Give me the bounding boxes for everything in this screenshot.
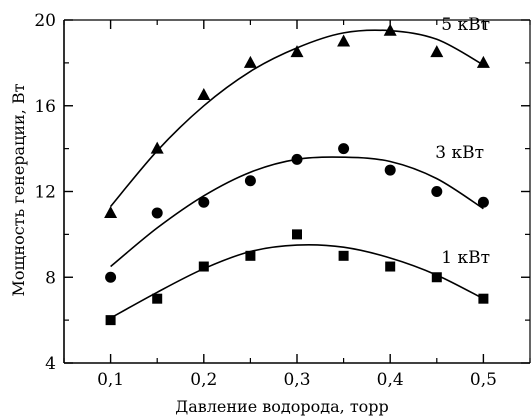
y-tick-label: 4 bbox=[45, 354, 56, 374]
triangle-marker bbox=[104, 205, 118, 218]
y-tick-label: 20 bbox=[34, 11, 56, 31]
data-points bbox=[104, 23, 490, 326]
triangle-marker bbox=[150, 141, 164, 154]
x-tick-label: 0,3 bbox=[283, 370, 310, 390]
y-axis-ticks: 4 8 12 16 20 bbox=[34, 11, 530, 374]
x-axis-ticks: 0,1 0,2 0,3 0,4 0,5 bbox=[63, 20, 531, 390]
series-label: 5 кВт bbox=[441, 15, 490, 35]
square-marker bbox=[245, 250, 256, 261]
circle-marker bbox=[244, 175, 256, 187]
fit-curves bbox=[109, 29, 484, 319]
series-labels: 5 кВт 3 кВт 1 кВт bbox=[435, 15, 490, 268]
circle-marker bbox=[151, 207, 163, 219]
triangle-marker bbox=[337, 34, 351, 47]
triangle-marker bbox=[197, 88, 211, 101]
axes-frame bbox=[63, 19, 531, 364]
x-tick-label: 0,2 bbox=[190, 370, 217, 390]
square-marker bbox=[478, 293, 489, 304]
triangle-marker bbox=[243, 55, 257, 68]
square-marker bbox=[198, 261, 209, 272]
square-marker bbox=[292, 229, 302, 240]
triangle-marker bbox=[290, 45, 304, 58]
triangle-marker bbox=[476, 55, 490, 68]
x-tick-label: 0,5 bbox=[470, 370, 497, 390]
circle-marker bbox=[431, 186, 443, 197]
square-marker bbox=[152, 293, 163, 304]
x-tick-label: 0,1 bbox=[97, 370, 124, 390]
y-tick-label: 8 bbox=[45, 268, 56, 288]
square-marker bbox=[105, 315, 116, 326]
triangle-marker bbox=[430, 45, 444, 58]
series-label: 1 кВт bbox=[441, 248, 490, 268]
circle-marker bbox=[338, 143, 350, 155]
triangle-marker bbox=[383, 23, 397, 36]
square-marker bbox=[338, 250, 349, 261]
square-marker bbox=[385, 261, 396, 272]
fit-curve bbox=[110, 244, 484, 319]
x-axis-label: Давление водорода, торр bbox=[175, 397, 389, 416]
circle-marker bbox=[198, 196, 210, 208]
square-marker bbox=[431, 272, 442, 283]
series-label: 3 кВт bbox=[435, 143, 484, 163]
circle-marker bbox=[477, 196, 489, 208]
x-tick-label: 0,4 bbox=[377, 370, 404, 390]
fit-curve bbox=[110, 156, 484, 268]
circle-marker bbox=[105, 271, 117, 283]
y-tick-label: 12 bbox=[34, 183, 56, 203]
circle-marker bbox=[384, 164, 396, 176]
y-tick-label: 16 bbox=[34, 97, 56, 117]
y-axis-label: Мощность генерации, Вт bbox=[9, 83, 28, 296]
circle-marker bbox=[291, 153, 303, 165]
